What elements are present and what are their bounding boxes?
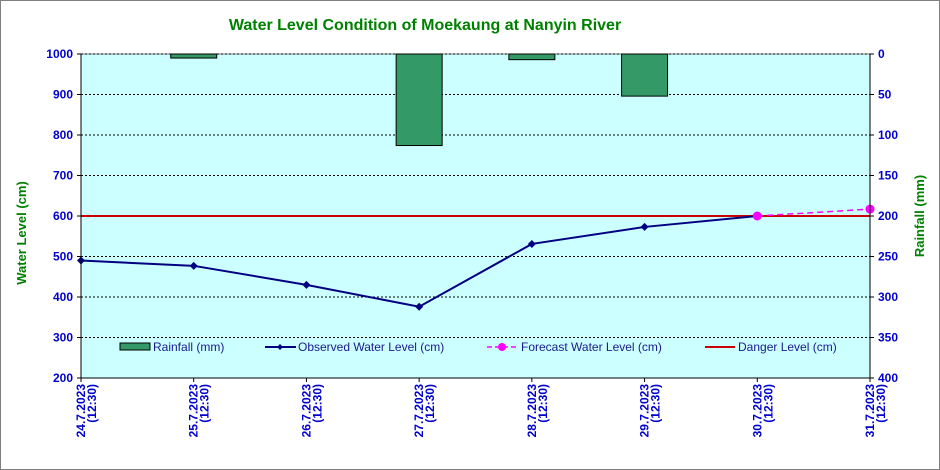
forecast-point [752,211,762,221]
observed-point [302,280,311,289]
legend-swatch-rainfall [119,342,151,351]
y-axis-right-title: Rainfall (mm) [912,175,927,257]
y-right-tick-label: 350 [878,331,898,345]
y-left-tick-label: 700 [53,169,73,183]
legend-label-rainfall: Rainfall (mm) [153,340,224,354]
chart-title: Water Level Condition of Moekaung at Nan… [229,17,621,34]
y-right-tick-label: 0 [878,47,885,61]
y-right-tick-label: 50 [878,88,892,102]
y-right-tick-label: 300 [878,290,898,304]
y-left-tick-label: 200 [53,371,73,385]
rainfall-bar [621,53,669,97]
legend-marker-observed [277,344,283,350]
observed-point [527,239,536,248]
observed-series [77,212,762,311]
y-right-tick-label: 400 [878,371,898,385]
y-left-tick-label: 900 [53,88,73,102]
legend-label-danger: Danger Level (cm) [738,340,837,354]
x-tick-label: 28.7.2023(12:30) [525,384,550,438]
x-tick-label: 31.7.2023(12:30) [863,384,888,438]
rainfall-bars [170,53,669,147]
observed-point [189,261,198,270]
y-right-tick-label: 200 [878,209,898,223]
x-tick-label: 24.7.2023(12:30) [74,384,99,438]
legend: Rainfall (mm) Observed Water Level (cm) Fo… [119,340,837,354]
rainfall-bar [170,53,218,59]
y-right-tick-label: 250 [878,250,898,264]
observed-point [640,222,649,231]
y-left-tick-label: 500 [53,250,73,264]
rainfall-bar [508,53,556,61]
y-left-tick-label: 800 [53,128,73,142]
legend-label-observed: Observed Water Level (cm) [298,340,444,354]
legend-label-forecast: Forecast Water Level (cm) [521,340,662,354]
y-left-tick-label: 1000 [46,47,73,61]
y-left-tick-label: 600 [53,209,73,223]
y-right-tick-label: 100 [878,128,898,142]
y-right-tick-label: 150 [878,169,898,183]
axes: 2003004005006007008009001000400350300250… [46,47,898,437]
x-tick-label: 30.7.2023(12:30) [750,384,775,438]
x-tick-label: 27.7.2023(12:30) [412,384,437,438]
legend-marker-forecast [498,343,506,351]
x-tick-label: 29.7.2023(12:30) [638,384,663,438]
forecast-line [757,208,871,217]
y-left-tick-label: 400 [53,290,73,304]
observed-point [415,302,424,311]
y-left-tick-label: 300 [53,331,73,345]
x-tick-label: 26.7.2023(12:30) [299,384,324,438]
x-tick-label: 25.7.2023(12:30) [187,384,212,438]
rainfall-bar [395,53,443,147]
y-axis-left-title: Water Level (cm) [14,181,29,285]
